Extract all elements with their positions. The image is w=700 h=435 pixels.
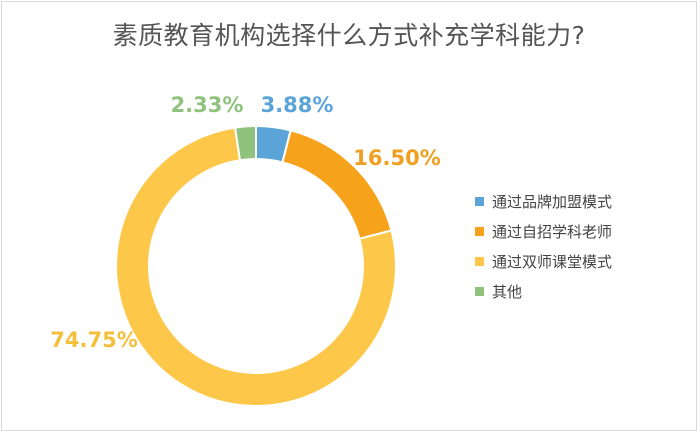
- legend-label-3: 通过双师课堂模式: [492, 252, 613, 271]
- chart-title: 素质教育机构选择什么方式补充学科能力?: [112, 21, 586, 50]
- legend-item-3: 通过双师课堂模式: [475, 246, 612, 276]
- legend-item-1: 通过品牌加盟模式: [475, 186, 612, 216]
- legend-swatch-3: [475, 256, 484, 266]
- donut-slice-4: [233, 124, 257, 162]
- data-label-1: 3.88%: [261, 93, 334, 117]
- legend-swatch-2: [475, 226, 484, 236]
- legend-item-2: 通过自招学科老师: [475, 216, 612, 246]
- legend-item-4: 其他: [475, 276, 612, 306]
- donut-slice-3: [115, 126, 397, 407]
- data-label-4: 2.33%: [171, 93, 244, 117]
- legend-label-1: 通过品牌加盟模式: [492, 192, 613, 211]
- legend-swatch-1: [475, 196, 484, 206]
- data-label-2: 16.50%: [353, 146, 440, 170]
- chart-legend: 通过品牌加盟模式 通过自招学科老师 通过双师课堂模式 其他: [475, 186, 612, 306]
- data-label-3: 74.75%: [50, 328, 137, 352]
- legend-swatch-4: [475, 286, 484, 296]
- legend-label-4: 其他: [492, 282, 523, 301]
- legend-label-2: 通过自招学科老师: [492, 222, 613, 241]
